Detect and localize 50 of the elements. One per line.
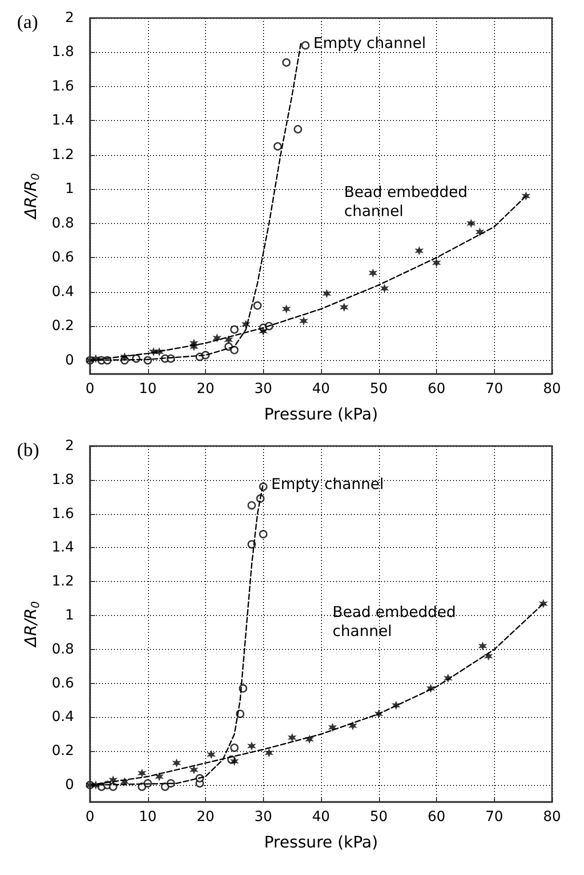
x-tick-label: 50 (370, 809, 388, 825)
y-tick-label: 0.2 (52, 743, 74, 760)
y-tick-label: 1.6 (52, 78, 74, 94)
x-axis-title: Pressure (kPa) (264, 404, 378, 424)
series-label: Bead embedded channel (344, 182, 468, 220)
x-tick-label: 80 (543, 809, 561, 825)
y-tick-label: 0 (65, 352, 74, 368)
y-tick-label: 1.8 (52, 44, 74, 60)
y-axis-title: ΔR/R0 (20, 173, 42, 221)
y-tick-label: 0 (65, 777, 74, 794)
y-tick-label: 0.6 (52, 675, 74, 692)
y-tick-label: 2 (65, 438, 74, 454)
chart-title: (b) (17, 440, 40, 461)
chart-title: (a) (17, 12, 38, 33)
x-tick-label: 60 (428, 809, 446, 825)
x-tick-label: 40 (312, 809, 330, 825)
series-label: Empty channel (271, 475, 384, 494)
y-tick-label: 0.4 (52, 284, 74, 300)
x-tick-label: 30 (254, 381, 272, 397)
y-tick-label: 1.2 (52, 146, 74, 163)
x-tick-label: 10 (138, 809, 157, 825)
y-tick-label: 1.6 (52, 506, 74, 522)
y-tick-label: 0.8 (52, 215, 74, 232)
y-tick-label: 1 (65, 181, 74, 198)
y-tick-label: 0.8 (52, 641, 74, 658)
y-tick-label: 0.2 (52, 318, 74, 334)
x-tick-label: 60 (428, 381, 446, 397)
x-tick-label: 70 (485, 809, 504, 825)
x-tick-label: 20 (196, 381, 214, 397)
x-axis-title: Pressure (kPa) (264, 832, 378, 852)
y-tick-label: 1 (65, 608, 74, 624)
x-tick-label: 0 (86, 809, 94, 825)
y-tick-label: 0.4 (52, 709, 74, 726)
x-tick-label: 0 (86, 381, 94, 397)
x-tick-label: 30 (254, 809, 272, 825)
y-tick-label: 1.2 (52, 574, 74, 590)
x-tick-label: 20 (196, 809, 214, 825)
x-tick-label: 40 (312, 381, 330, 397)
y-tick-label: 0.6 (52, 250, 74, 266)
y-tick-label: 1.4 (52, 112, 74, 129)
y-axis-title: ΔR/R0 (20, 601, 42, 649)
y-tick-label: 2 (65, 10, 74, 26)
x-tick-label: 70 (485, 381, 504, 397)
y-tick-label: 1.4 (52, 540, 74, 556)
y-tick-label: 1.8 (52, 472, 74, 488)
series-label: Bead embedded channel (332, 602, 456, 640)
x-tick-label: 80 (543, 381, 561, 397)
x-tick-label: 10 (138, 381, 157, 397)
x-tick-label: 50 (370, 381, 388, 397)
series-label: Empty channel (313, 34, 426, 52)
